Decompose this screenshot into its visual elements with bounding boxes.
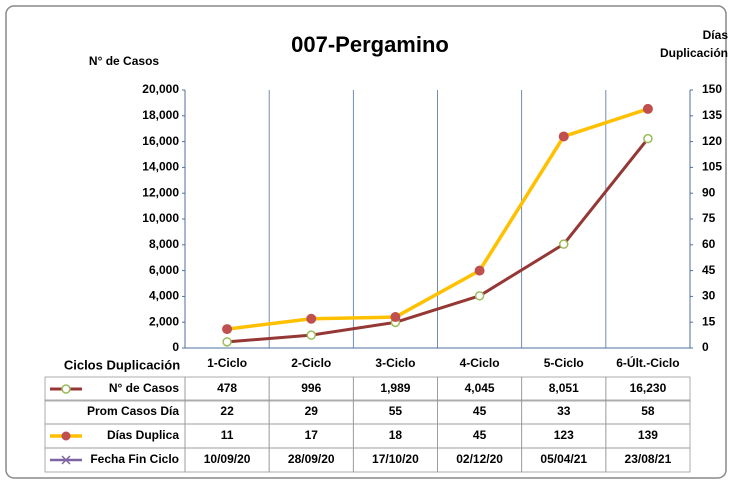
table-row-label: N° de Casos xyxy=(109,381,179,395)
point-marker xyxy=(558,131,569,142)
legend-key-marker xyxy=(61,431,71,441)
table-value: 11 xyxy=(221,428,234,442)
point-marker xyxy=(306,330,316,340)
table-cell xyxy=(605,376,691,402)
table-value: 28/09/20 xyxy=(288,452,335,466)
chart-frame xyxy=(5,5,727,479)
x-tick-label: 5-Ciclo xyxy=(544,356,584,370)
table-value: 58 xyxy=(641,404,655,418)
table-value: 33 xyxy=(557,404,571,418)
table-value: 16,230 xyxy=(630,381,667,395)
y-tick-label: 0 xyxy=(172,340,179,354)
y2-tick-label: 15 xyxy=(702,314,716,328)
table-value: 23/08/21 xyxy=(625,452,672,466)
table-cell xyxy=(605,447,691,473)
legend-key-marker xyxy=(61,384,71,394)
y-tick-label: 20,000 xyxy=(142,82,179,96)
table-row-label: Fecha Fin Ciclo xyxy=(90,452,179,466)
y2-tick-label: 90 xyxy=(702,185,716,199)
series-line xyxy=(226,137,650,344)
point-marker xyxy=(559,239,569,249)
point-marker xyxy=(306,313,317,324)
y-tick-label: 16,000 xyxy=(142,134,179,148)
table-value: 45 xyxy=(473,404,487,418)
y2-tick-label: 150 xyxy=(702,82,722,96)
table-value: 10/09/20 xyxy=(204,452,251,466)
x-tick-label: 3-Ciclo xyxy=(375,356,415,370)
table-value: 1,989 xyxy=(380,381,410,395)
point-marker xyxy=(222,337,232,347)
y2-tick-label: 135 xyxy=(702,108,722,122)
y2-axis-label: Días Duplicación xyxy=(659,28,728,60)
table-value: 8,051 xyxy=(549,381,579,395)
y-tick-label: 8,000 xyxy=(149,237,179,251)
x-tick-label: 2-Ciclo xyxy=(291,356,331,370)
table-value: 05/04/21 xyxy=(540,452,587,466)
table-value: 4,045 xyxy=(465,381,495,395)
y2-tick-label: 75 xyxy=(702,211,716,225)
table-value: 22 xyxy=(220,404,234,418)
table-row-label: Días Duplica xyxy=(107,428,179,442)
table-row-label: Prom Casos Día xyxy=(87,404,179,418)
x-tick-label: 1-Ciclo xyxy=(207,356,247,370)
y-tick-label: 4,000 xyxy=(149,289,179,303)
table-header: Ciclos Duplicación xyxy=(64,357,180,372)
table-value: 17/10/20 xyxy=(372,452,419,466)
table-value: 996 xyxy=(301,381,321,395)
y-tick-label: 6,000 xyxy=(149,263,179,277)
y2-tick-label: 60 xyxy=(702,237,716,251)
y-tick-label: 12,000 xyxy=(142,185,179,199)
point-marker xyxy=(642,103,653,114)
point-marker xyxy=(222,324,233,335)
y2-tick-label: 45 xyxy=(702,263,716,277)
x-tick-label: 4-Ciclo xyxy=(460,356,500,370)
y-tick-label: 14,000 xyxy=(142,160,179,174)
table-value: 17 xyxy=(305,428,319,442)
table-value: 123 xyxy=(554,428,574,442)
y-tick-label: 18,000 xyxy=(142,108,179,122)
y2-tick-label: 120 xyxy=(702,134,722,148)
table-value: 02/12/20 xyxy=(456,452,503,466)
y-tick-label: 10,000 xyxy=(142,211,179,225)
point-marker xyxy=(643,133,653,144)
table-value: 29 xyxy=(305,404,319,418)
point-marker xyxy=(474,265,485,276)
y-tick-label: 2,000 xyxy=(149,314,179,328)
x-tick-label: 6-Últ.-Ciclo xyxy=(616,355,679,370)
y2-tick-label: 105 xyxy=(702,160,722,174)
table-value: 478 xyxy=(217,381,237,395)
y2-tick-label: 0 xyxy=(702,340,709,354)
table-value: 139 xyxy=(638,428,658,442)
y-axis-label: N° de Casos xyxy=(89,54,159,68)
chart-title: 007-Pergamino xyxy=(291,32,449,57)
y2-tick-label: 30 xyxy=(702,289,716,303)
table-value: 55 xyxy=(389,404,403,418)
point-marker xyxy=(390,312,401,323)
series-line xyxy=(226,107,649,331)
point-marker xyxy=(474,291,485,301)
legend-key-marker xyxy=(61,455,71,465)
table-value: 45 xyxy=(473,428,487,442)
table-value: 18 xyxy=(389,428,403,442)
